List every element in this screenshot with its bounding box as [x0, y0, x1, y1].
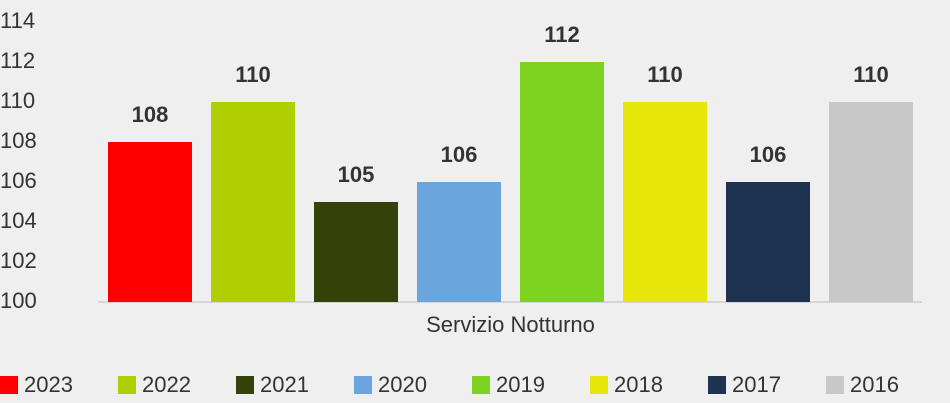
bar — [108, 142, 192, 302]
legend-label: 2018 — [614, 372, 663, 397]
data-label: 105 — [338, 162, 375, 187]
bar — [314, 202, 398, 302]
legend-label: 2022 — [142, 372, 191, 397]
data-label: 106 — [441, 142, 478, 167]
y-tick-label: 110 — [0, 88, 35, 113]
legend-swatch — [826, 376, 844, 394]
legend-label: 2019 — [496, 372, 545, 397]
legend-label: 2021 — [260, 372, 309, 397]
bar — [520, 62, 604, 302]
x-tick-label: Servizio Notturno — [426, 312, 595, 337]
legend-label: 2020 — [378, 372, 427, 397]
bar — [829, 102, 913, 302]
legend-swatch — [708, 376, 726, 394]
data-label: 110 — [235, 62, 271, 87]
data-label: 112 — [544, 22, 580, 47]
legend-swatch — [118, 376, 136, 394]
bar — [417, 182, 501, 302]
data-label: 110 — [647, 62, 683, 87]
legend-label: 2016 — [850, 372, 899, 397]
legend-swatch — [590, 376, 608, 394]
y-tick-label: 100 — [0, 288, 37, 313]
y-tick-label: 106 — [0, 168, 37, 193]
legend-swatch — [472, 376, 490, 394]
data-label: 110 — [853, 62, 889, 87]
y-tick-label: 112 — [0, 48, 35, 73]
bar — [623, 102, 707, 302]
y-tick-label: 108 — [0, 128, 37, 153]
data-label: 108 — [132, 102, 169, 127]
legend-label: 2017 — [732, 372, 781, 397]
legend-label: 2023 — [24, 372, 73, 397]
chart: 100 102 104 106 108 110 112 114 108 110 105 106 112 1… — [0, 0, 950, 403]
bar — [726, 182, 810, 302]
y-tick-label: 114 — [0, 8, 35, 33]
bar — [211, 102, 295, 302]
y-tick-label: 102 — [0, 248, 37, 273]
y-tick-label: 104 — [0, 208, 37, 233]
legend-swatch — [0, 376, 18, 394]
data-label: 106 — [750, 142, 787, 167]
legend-swatch — [236, 376, 254, 394]
legend-swatch — [354, 376, 372, 394]
